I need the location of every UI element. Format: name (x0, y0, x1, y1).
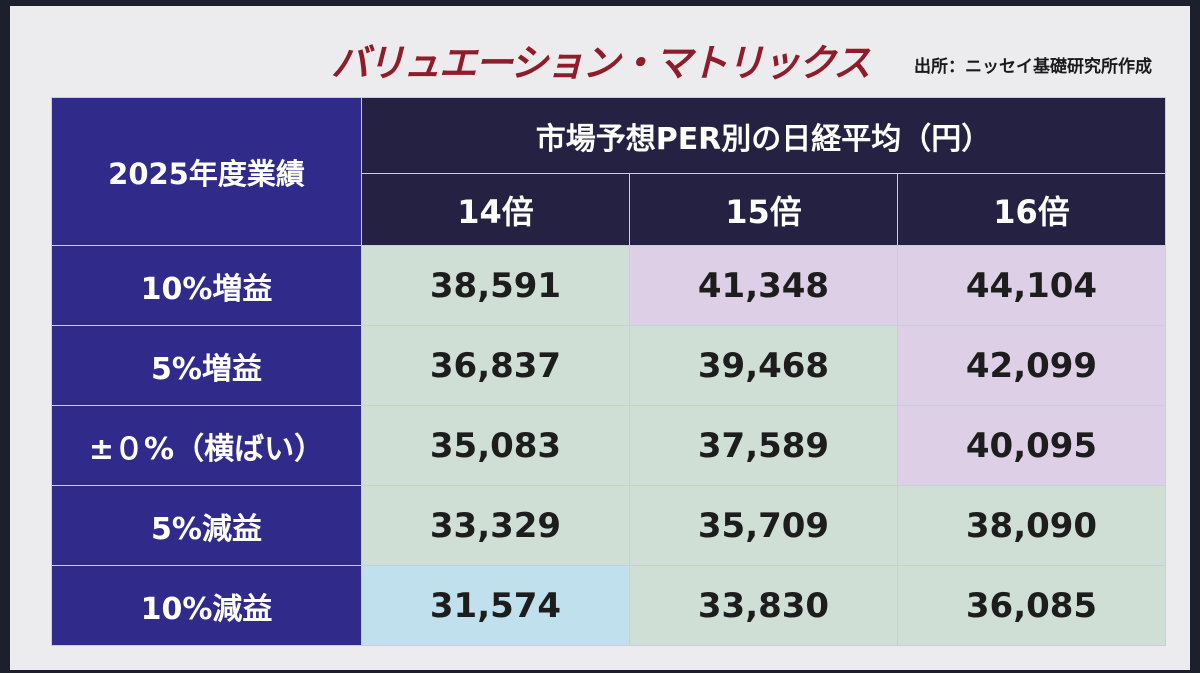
row-label: ±０%（横ばい） (51, 405, 362, 486)
table-cell: 37,589 (629, 405, 898, 486)
slide-title: バリュエーション・マトリックス (330, 41, 871, 85)
table-row: ±０%（横ばい） 35,083 37,589 40,095 (51, 405, 1166, 486)
corner-header: 2025年度業績 (51, 97, 362, 246)
table-row: 5%増益 36,837 39,468 42,099 (51, 325, 1166, 406)
table-cell: 40,095 (897, 405, 1166, 486)
table-cell: 36,837 (361, 325, 630, 406)
table-cell: 35,709 (629, 485, 898, 566)
row-label: 10%増益 (51, 245, 362, 326)
table-row: 10%減益 31,574 33,830 36,085 (51, 565, 1166, 646)
row-label: 10%減益 (51, 565, 362, 646)
table-cell: 36,085 (897, 565, 1166, 646)
row-label: 5%増益 (51, 325, 362, 406)
source-note: 出所：ニッセイ基礎研究所作成 (914, 57, 1152, 77)
table-cell: 39,468 (629, 325, 898, 406)
table-row: 5%減益 33,329 35,709 38,090 (51, 485, 1166, 566)
column-header-per16: 16倍 (897, 173, 1166, 246)
table-cell: 42,099 (897, 325, 1166, 406)
table-cell: 44,104 (897, 245, 1166, 326)
table-cell: 31,574 (361, 565, 630, 646)
table-cell: 33,329 (361, 485, 630, 566)
table-cell: 41,348 (629, 245, 898, 326)
table-cell: 38,090 (897, 485, 1166, 566)
column-header-per15: 15倍 (629, 173, 898, 246)
slide: バリュエーション・マトリックス 出所：ニッセイ基礎研究所作成 2025年度業績 … (10, 6, 1190, 670)
table-cell: 33,830 (629, 565, 898, 646)
table-cell: 35,083 (361, 405, 630, 486)
table-cell: 38,591 (361, 245, 630, 326)
column-header-per14: 14倍 (361, 173, 630, 246)
table-row: 10%増益 38,591 41,348 44,104 (51, 245, 1166, 326)
row-label: 5%減益 (51, 485, 362, 566)
valuation-matrix-table: 2025年度業績 市場予想PER別の日経平均（円） 14倍 15倍 16倍 10… (51, 97, 1166, 646)
group-header: 市場予想PER別の日経平均（円） (361, 97, 1166, 174)
